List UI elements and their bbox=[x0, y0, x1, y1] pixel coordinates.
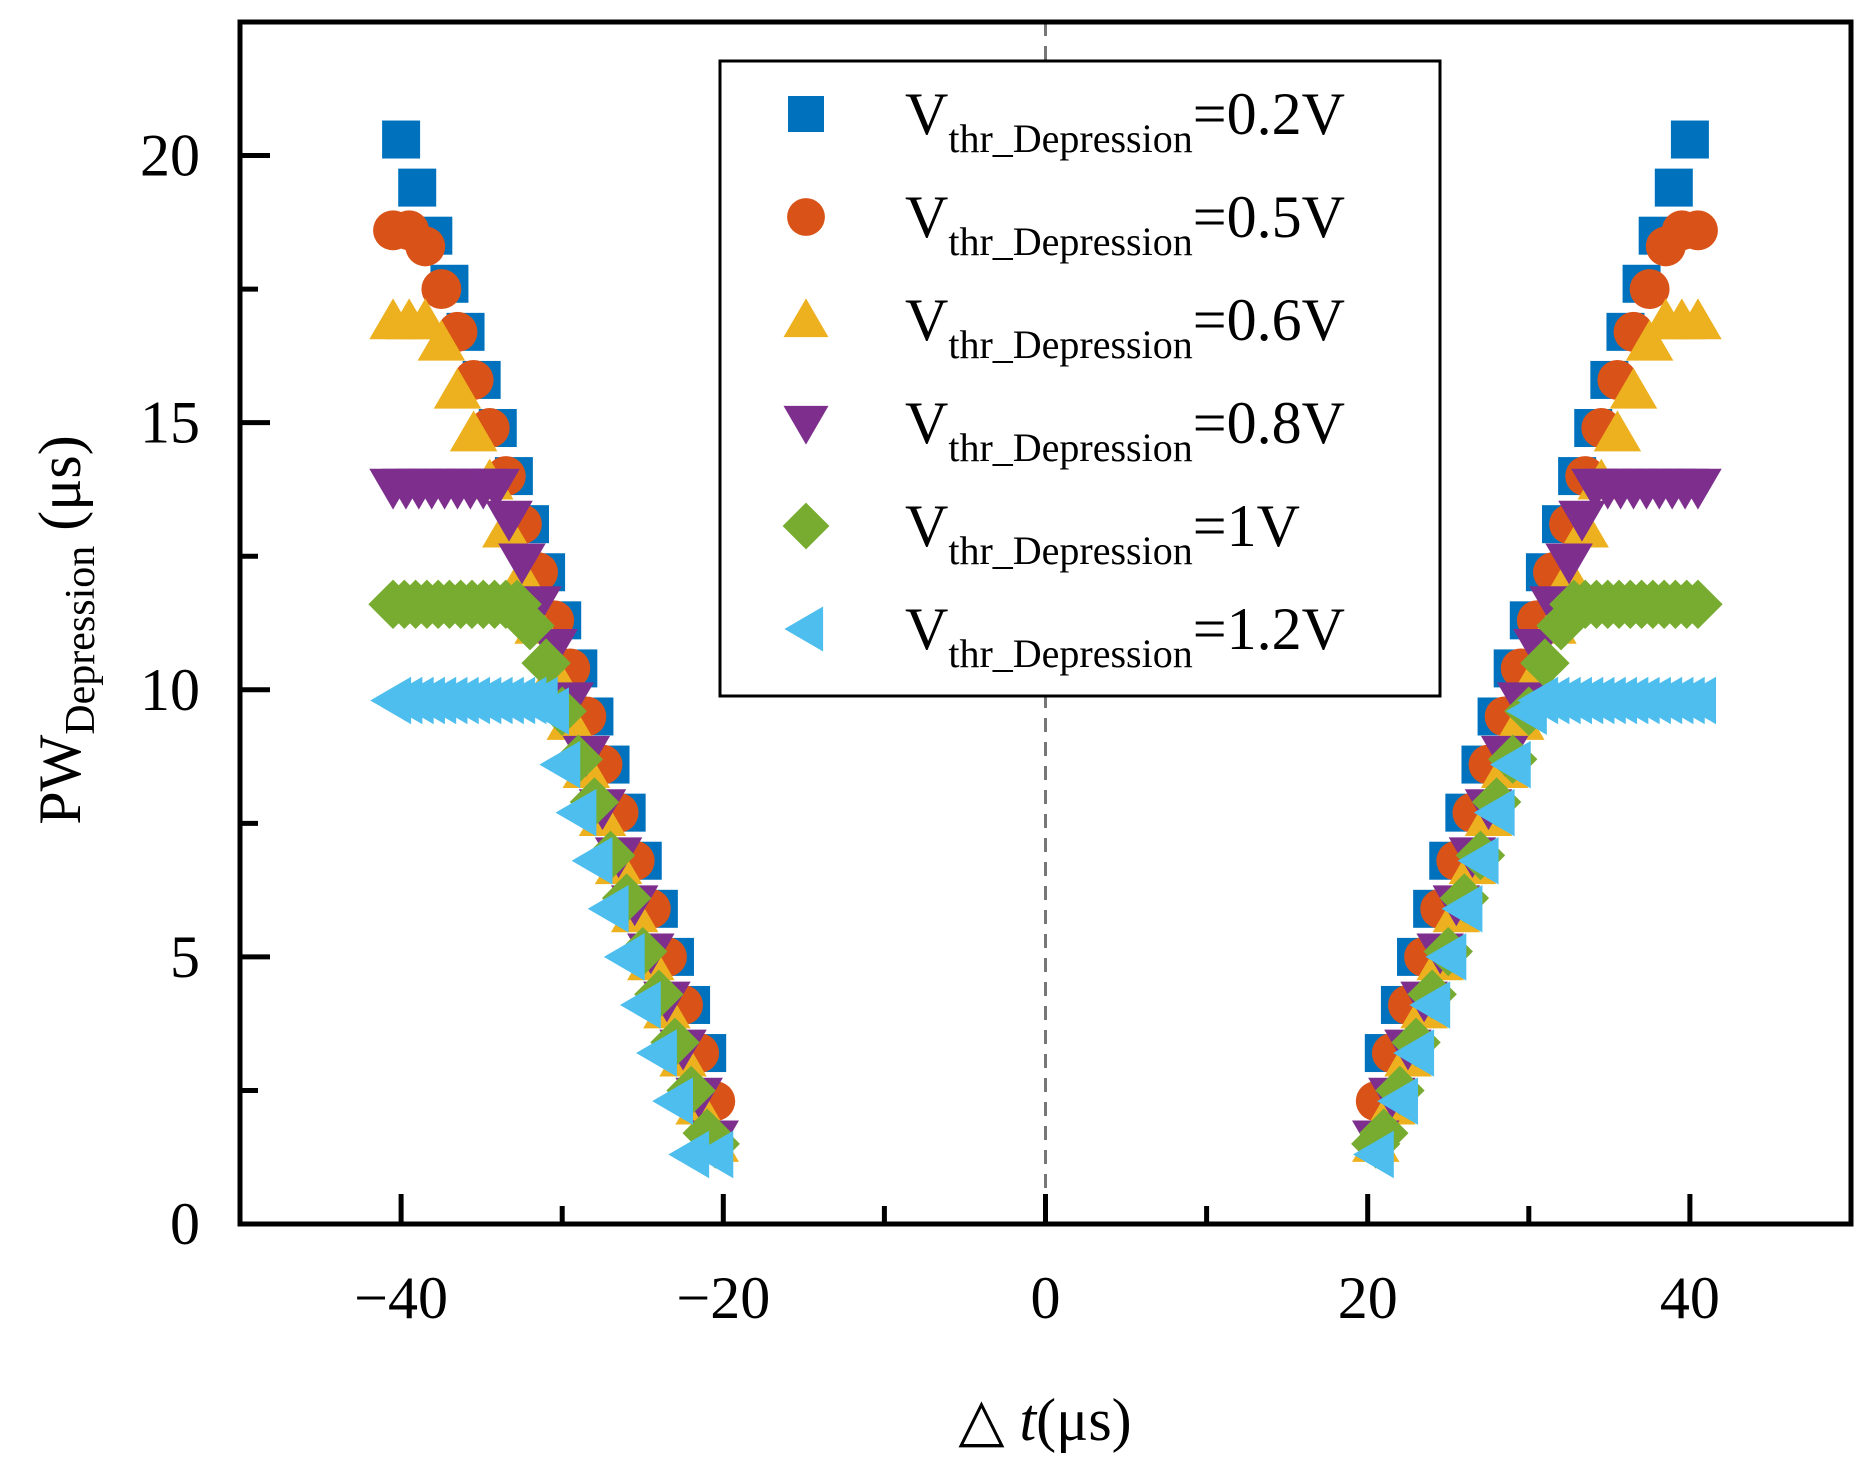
x-tick-label: 0 bbox=[1031, 1265, 1061, 1331]
data-point bbox=[433, 367, 482, 409]
y-tick-label: 0 bbox=[170, 1191, 200, 1257]
data-point bbox=[692, 1130, 734, 1179]
legend-marker-2 bbox=[787, 198, 825, 236]
y-tick-label: 20 bbox=[140, 123, 200, 189]
legend-box bbox=[718, 59, 1442, 698]
legend-marker-6 bbox=[784, 606, 824, 652]
legend-marker-5 bbox=[782, 502, 830, 550]
data-series-layer bbox=[368, 120, 1723, 1179]
y-tick-labels: 0 5 10 15 20 bbox=[140, 123, 200, 1257]
data-point bbox=[668, 1130, 710, 1179]
data-point bbox=[1441, 885, 1483, 933]
data-point bbox=[636, 1029, 677, 1077]
x-tick-label: −40 bbox=[354, 1265, 448, 1331]
data-point bbox=[1609, 367, 1658, 409]
data-point bbox=[1675, 676, 1717, 725]
legend-label-6: Vthr_Depression=1.2V bbox=[905, 596, 1345, 676]
x-tick-label: −20 bbox=[676, 1265, 770, 1331]
data-point bbox=[539, 740, 581, 789]
data-point bbox=[652, 1077, 694, 1125]
legend-marker-4 bbox=[783, 405, 829, 445]
data-point bbox=[485, 500, 533, 542]
data-point bbox=[1678, 210, 1718, 251]
data-point bbox=[1409, 981, 1451, 1029]
data-point bbox=[1545, 543, 1593, 585]
legend-label-5: Vthr_Depression=1V bbox=[905, 493, 1300, 573]
data-point bbox=[382, 120, 421, 159]
series-6 bbox=[370, 676, 1717, 1179]
data-point bbox=[528, 687, 569, 735]
y-tick-label: 5 bbox=[170, 924, 200, 990]
data-point bbox=[1558, 500, 1606, 542]
legend-label-1: Vthr_Depression=0.2V bbox=[905, 81, 1345, 161]
data-point bbox=[498, 543, 546, 585]
data-point bbox=[555, 788, 597, 837]
y-tick-label: 15 bbox=[140, 390, 200, 456]
data-point bbox=[417, 319, 466, 361]
data-point bbox=[1654, 168, 1693, 207]
data-point bbox=[571, 836, 613, 885]
data-point bbox=[449, 410, 498, 452]
data-point bbox=[603, 933, 645, 981]
data-point bbox=[505, 600, 555, 651]
data-point bbox=[1359, 1108, 1409, 1158]
data-point bbox=[1489, 740, 1531, 789]
data-point bbox=[1673, 579, 1723, 630]
data-point bbox=[619, 981, 661, 1029]
data-point bbox=[1674, 298, 1722, 340]
y-tick-label: 10 bbox=[140, 657, 200, 723]
legend-label-4: Vthr_Depression=0.8V bbox=[905, 390, 1345, 470]
x-tick-labels: −40 −20 0 20 40 bbox=[354, 1265, 1720, 1331]
data-point bbox=[1629, 269, 1670, 310]
legend-marker-3 bbox=[783, 298, 829, 338]
data-point bbox=[405, 226, 446, 267]
data-point bbox=[521, 638, 571, 688]
data-point bbox=[1393, 1029, 1435, 1077]
data-point bbox=[587, 885, 629, 933]
y-axis-label: PWDepression (μs) bbox=[27, 435, 104, 824]
legend-marker-1 bbox=[788, 96, 824, 132]
data-point bbox=[492, 579, 542, 630]
data-point bbox=[1377, 1077, 1418, 1125]
data-point bbox=[1625, 319, 1674, 361]
x-tick-label: 40 bbox=[1660, 1265, 1720, 1331]
data-point bbox=[398, 168, 437, 207]
data-point bbox=[472, 468, 520, 510]
data-point bbox=[1520, 638, 1570, 688]
data-point bbox=[1593, 410, 1642, 452]
data-point bbox=[1425, 933, 1467, 981]
axis-ticks bbox=[237, 153, 1854, 1227]
x-axis-label: △ t(μs) bbox=[958, 1387, 1131, 1453]
data-point bbox=[1674, 468, 1722, 510]
data-point bbox=[1352, 1130, 1394, 1179]
legend-label-2: Vthr_Depression=0.5V bbox=[905, 184, 1345, 264]
legend: Vthr_Depression=0.2V Vthr_Depression=0.5V… bbox=[782, 81, 1345, 676]
x-tick-label: 20 bbox=[1338, 1265, 1398, 1331]
legend-label-3: Vthr_Depression=0.6V bbox=[905, 287, 1345, 367]
data-point bbox=[1473, 788, 1515, 837]
data-point bbox=[421, 269, 462, 310]
data-point bbox=[1670, 120, 1709, 159]
data-point bbox=[1457, 836, 1499, 885]
